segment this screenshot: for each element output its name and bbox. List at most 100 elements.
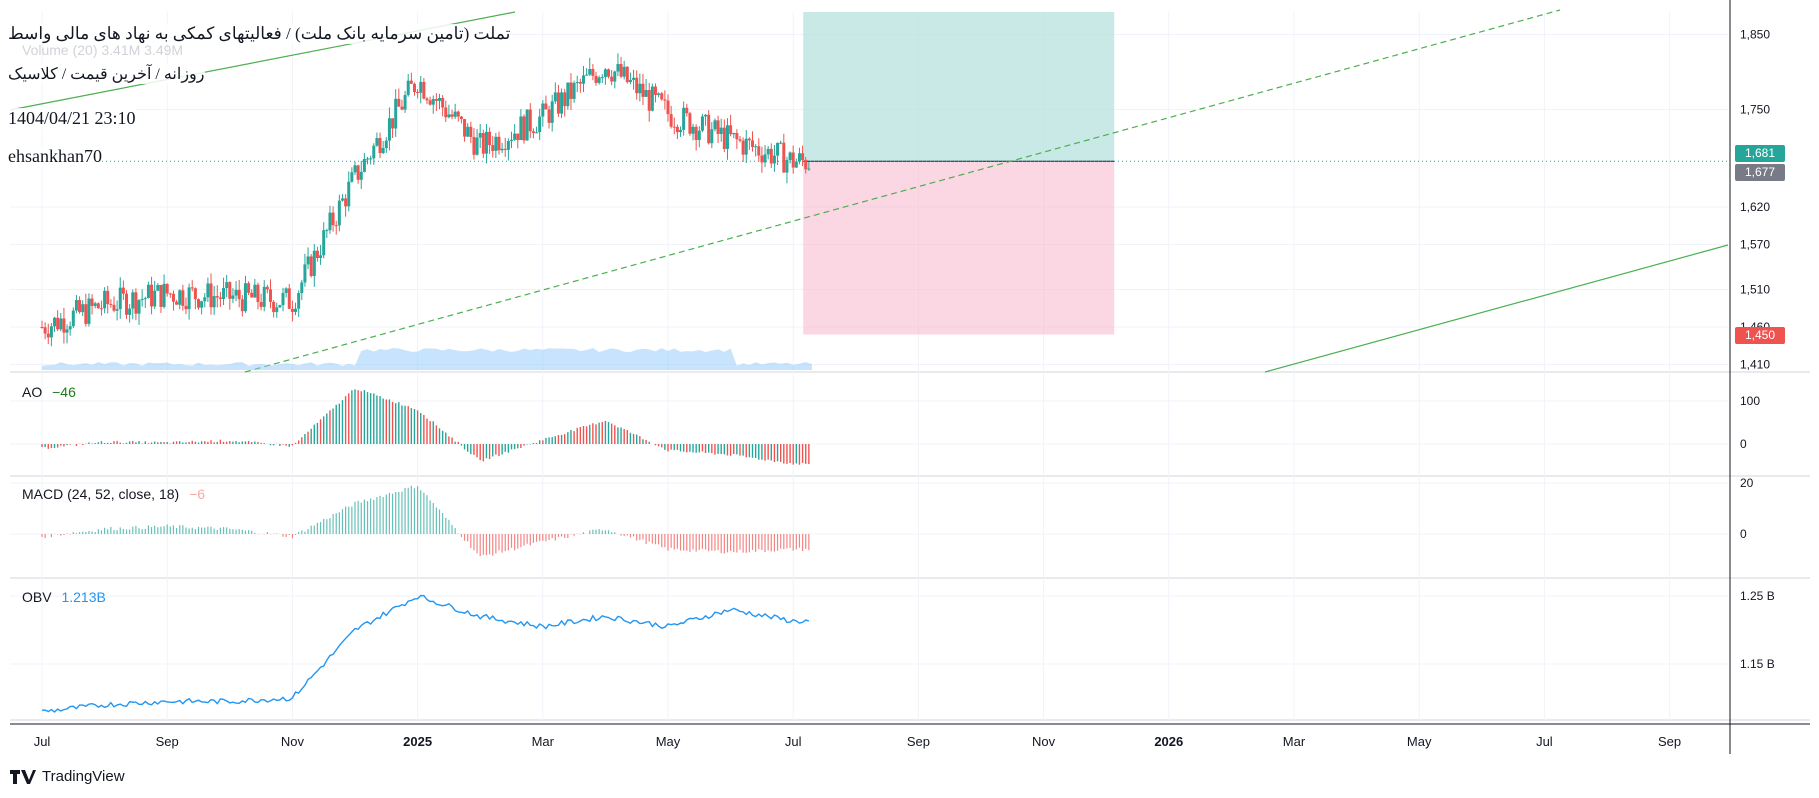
candle-body — [43, 327, 47, 334]
candle-body — [375, 138, 379, 146]
candle-body — [697, 130, 701, 140]
candle-body — [272, 301, 276, 313]
candle-body — [425, 98, 429, 101]
candle-body — [522, 116, 526, 141]
candle-body — [115, 309, 119, 311]
volume-label: Volume (20) 3.41M 3.49M — [22, 42, 184, 58]
obv-legend[interactable]: OBV 1.213B — [22, 589, 106, 605]
chart-subtitle: روزانه / آخرین قیمت / کلاسیک — [8, 64, 205, 84]
candle-body — [84, 304, 88, 324]
tradingview-logo[interactable]: TradingView — [10, 768, 125, 785]
price-axis-label: 1,750 — [1740, 103, 1770, 117]
candle-body — [59, 318, 63, 330]
indicator-axis-label: 0 — [1740, 437, 1747, 451]
candle-body — [150, 284, 154, 307]
candle-body — [719, 127, 723, 134]
chart-author: ehsankhan70 — [8, 146, 102, 167]
ao-value: −46 — [52, 384, 76, 400]
candle-body — [253, 284, 257, 298]
stop-zone — [803, 161, 1115, 335]
candle-body — [453, 111, 457, 117]
candle-body — [40, 327, 44, 328]
candle-body — [644, 90, 648, 97]
candle-body — [306, 256, 310, 265]
candle-body — [353, 165, 357, 173]
ao-legend[interactable]: AO −46 — [22, 384, 76, 400]
candle-body — [378, 138, 382, 153]
ao-histogram — [41, 389, 810, 465]
macd-legend[interactable]: MACD (24, 52, close, 18) −6 — [22, 486, 205, 502]
candle-body — [722, 127, 726, 149]
candle-body — [632, 77, 636, 80]
candle-body — [475, 137, 479, 155]
position-zones[interactable] — [10, 12, 1728, 335]
candle-body — [328, 212, 332, 231]
candle-body — [647, 90, 651, 111]
candle-body — [297, 293, 301, 309]
candle-body — [488, 131, 492, 146]
target-zone — [803, 12, 1115, 162]
candle-body — [400, 106, 404, 110]
candle-body — [78, 300, 82, 313]
candle-body — [663, 99, 667, 101]
candle-body — [757, 146, 761, 156]
obv-line — [41, 594, 810, 713]
candle-body — [691, 126, 695, 134]
candle-body — [503, 148, 507, 150]
candle-body — [319, 255, 323, 258]
candle-body — [234, 289, 238, 296]
candle-body — [444, 107, 448, 118]
candle-body — [716, 120, 720, 134]
candle-body — [128, 308, 132, 315]
candle-body — [146, 284, 150, 299]
candle-body — [566, 82, 570, 107]
candle-body — [337, 200, 341, 226]
candle-body — [610, 76, 614, 82]
candle-body — [450, 114, 454, 117]
candle-body — [153, 290, 157, 307]
chart-datetime: 1404/04/21 23:10 — [8, 108, 136, 129]
candle-body — [625, 66, 629, 83]
candle-body — [175, 301, 179, 305]
candle-body — [53, 317, 57, 327]
candle-body — [782, 142, 786, 173]
candle-body — [275, 307, 279, 313]
candle-body — [381, 148, 385, 153]
candle-body — [278, 305, 282, 308]
candle-body — [181, 290, 185, 306]
price-axis-label: 1,510 — [1740, 283, 1770, 297]
candle-body — [215, 296, 219, 298]
candle-body — [585, 74, 589, 76]
candle-body — [90, 298, 94, 306]
candle-body — [87, 298, 91, 324]
candle-body — [309, 256, 313, 277]
candle-body — [125, 293, 129, 315]
candle-body — [412, 83, 416, 93]
middle-trend-line — [244, 9, 1561, 373]
candle-body — [212, 296, 216, 308]
candle-body — [250, 292, 254, 298]
candle-body — [619, 64, 623, 77]
candle-body — [491, 145, 495, 151]
candle-body — [403, 95, 407, 110]
candle-body — [422, 81, 426, 99]
candle-body — [779, 142, 783, 144]
candle-body — [650, 86, 654, 111]
candle-body — [766, 148, 770, 155]
candle-body — [481, 133, 485, 154]
candle-body — [484, 131, 488, 154]
candle-body — [478, 133, 482, 138]
stop-price-badge: 1,450 — [1735, 327, 1785, 344]
candle-body — [391, 118, 395, 129]
candle-body — [162, 283, 166, 307]
candle-body — [653, 86, 657, 95]
candle-body — [96, 303, 100, 309]
candle-body — [112, 304, 116, 311]
time-axis-label: Sep — [156, 734, 179, 749]
candle-body — [156, 285, 160, 291]
candle-body — [744, 138, 748, 155]
candle-body — [513, 133, 517, 140]
candle-body — [200, 301, 204, 308]
candle-body — [600, 77, 604, 79]
